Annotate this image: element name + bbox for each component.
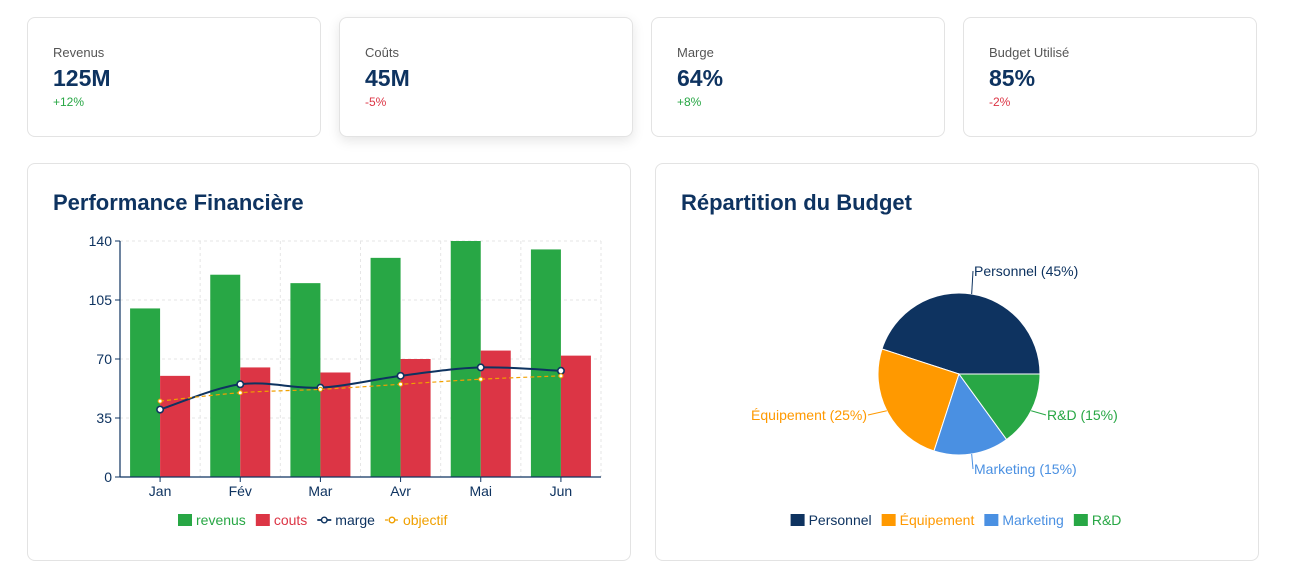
kpi-label: Marge xyxy=(677,45,714,60)
bar-revenus xyxy=(130,308,161,477)
legend-swatch-couts xyxy=(255,514,270,526)
legend-label-3: R&D xyxy=(1092,512,1122,528)
pie-connector-0 xyxy=(971,270,974,295)
performance-chart: 0 35 70 105 140 Jan Fév Mar Avr Mai Jun revenus cout… xyxy=(89,233,602,528)
bar-couts xyxy=(560,355,591,477)
bar-revenus xyxy=(450,241,481,477)
legend-label-2: Marketing xyxy=(1002,512,1063,528)
kpi-card-budget: Budget Utilisé 85% -2% xyxy=(963,17,1257,137)
x-tick-label: Jan xyxy=(149,483,172,499)
bar-revenus xyxy=(210,274,241,477)
kpi-label: Coûts xyxy=(365,45,399,60)
kpi-value: 45M xyxy=(365,65,410,91)
x-tick-label: Jun xyxy=(550,483,573,499)
legend-label-marge: marge xyxy=(335,512,375,528)
kpi-change: +12% xyxy=(53,95,85,109)
kpi-value: 64% xyxy=(677,65,724,91)
kpi-change: -5% xyxy=(365,95,387,109)
pie-label-1: Équipement (25%) xyxy=(751,407,867,423)
pie-slice-1 xyxy=(877,348,960,452)
y-tick-label: 105 xyxy=(89,292,113,308)
pie-label-3: R&D (15%) xyxy=(1047,407,1118,423)
legend-label-revenus: revenus xyxy=(196,512,246,528)
kpi-card-couts: Coûts 45M -5% xyxy=(339,17,633,137)
point-marge xyxy=(556,366,565,375)
y-tick-label: 70 xyxy=(96,351,112,367)
legend-marker-marge xyxy=(320,516,328,524)
legend-swatch-2 xyxy=(984,514,999,526)
point-objectif xyxy=(478,376,484,382)
point-objectif xyxy=(317,386,323,392)
pie-label-2: Marketing (15%) xyxy=(974,461,1077,477)
performance-title: Performance Financière xyxy=(53,190,304,215)
legend-label-1: Équipement xyxy=(900,512,975,528)
legend-swatch-0 xyxy=(790,514,805,526)
x-tick-label: Mar xyxy=(308,483,332,499)
x-tick-label: Avr xyxy=(390,483,411,499)
kpi-card-marge: Marge 64% +8% xyxy=(651,17,945,137)
legend-swatch-3 xyxy=(1073,514,1088,526)
kpi-label: Budget Utilisé xyxy=(989,45,1070,60)
budget-title: Répartition du Budget xyxy=(681,190,912,215)
legend-label-couts: couts xyxy=(274,512,307,528)
y-tick-label: 0 xyxy=(104,469,112,485)
bar-couts xyxy=(480,350,511,477)
bar-couts xyxy=(320,372,351,477)
pie-connector-2 xyxy=(971,453,974,470)
bar-couts xyxy=(160,375,191,477)
pie-connector-3 xyxy=(1031,410,1047,416)
kpi-change: -2% xyxy=(989,95,1011,109)
budget-chart: Personnel (45%) Équipement (25%) Marketing… xyxy=(751,263,1122,528)
legend-marker-objectif xyxy=(388,516,396,524)
kpi-change: +8% xyxy=(677,95,702,109)
kpi-value: 85% xyxy=(989,65,1036,91)
pie-legend: Personnel Équipement Marketing R&D xyxy=(790,512,1122,528)
point-objectif xyxy=(237,390,243,396)
bar-revenus xyxy=(370,257,401,477)
point-objectif xyxy=(558,373,564,379)
pie-label-0: Personnel (45%) xyxy=(974,263,1078,279)
point-objectif xyxy=(398,381,404,387)
point-objectif xyxy=(157,398,163,404)
pie-slice-0 xyxy=(881,292,1041,375)
performance-panel: Performance Financière 0 35 70 105 140 Jan Fév… xyxy=(27,163,631,561)
pie-slice-3 xyxy=(958,373,1041,441)
bar-couts xyxy=(400,359,431,477)
point-marge xyxy=(236,380,245,389)
line-objectif xyxy=(160,375,561,402)
kpi-label: Revenus xyxy=(53,45,105,60)
y-tick-label: 35 xyxy=(96,410,112,426)
kpi-card-revenus: Revenus 125M +12% xyxy=(27,17,321,137)
pie-connector-1 xyxy=(867,410,887,416)
y-tick-label: 140 xyxy=(89,233,113,249)
legend-swatch-revenus xyxy=(178,514,192,526)
point-marge xyxy=(476,363,485,372)
legend-swatch-1 xyxy=(881,514,896,526)
point-marge xyxy=(396,371,405,380)
legend-label-0: Personnel xyxy=(809,512,872,528)
x-tick-label: Mai xyxy=(469,483,492,499)
bar-revenus xyxy=(530,249,561,477)
point-marge xyxy=(156,405,165,414)
pie-slice-2 xyxy=(933,372,1008,456)
budget-panel: Répartition du Budget Personnel (45%) Équ… xyxy=(655,163,1259,561)
legend-label-objectif: objectif xyxy=(403,512,447,528)
kpi-value: 125M xyxy=(53,65,111,91)
bar-couts xyxy=(240,367,271,477)
x-tick-label: Fév xyxy=(229,483,252,499)
bar-revenus xyxy=(290,283,321,477)
